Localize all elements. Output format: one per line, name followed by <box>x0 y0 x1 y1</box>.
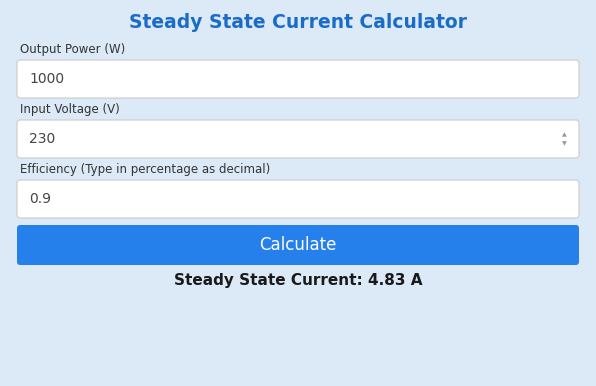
Text: Steady State Current Calculator: Steady State Current Calculator <box>129 12 467 32</box>
Text: Input Voltage (V): Input Voltage (V) <box>20 103 120 117</box>
Text: Output Power (W): Output Power (W) <box>20 44 125 56</box>
FancyBboxPatch shape <box>17 60 579 98</box>
FancyBboxPatch shape <box>17 180 579 218</box>
FancyBboxPatch shape <box>17 225 579 265</box>
Text: 230: 230 <box>29 132 55 146</box>
Text: ▼: ▼ <box>561 141 566 146</box>
Text: Steady State Current: 4.83 A: Steady State Current: 4.83 A <box>174 273 422 288</box>
Text: 1000: 1000 <box>29 72 64 86</box>
FancyBboxPatch shape <box>17 120 579 158</box>
Text: ▲: ▲ <box>561 132 566 137</box>
Text: 0.9: 0.9 <box>29 192 51 206</box>
Text: Efficiency (Type in percentage as decimal): Efficiency (Type in percentage as decima… <box>20 164 270 176</box>
Text: Calculate: Calculate <box>259 236 337 254</box>
